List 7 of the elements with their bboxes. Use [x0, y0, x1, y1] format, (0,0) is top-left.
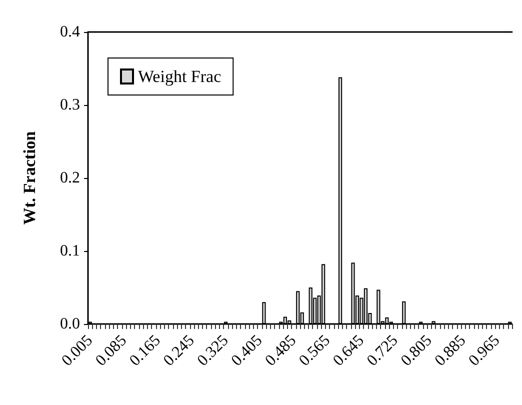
- legend-label: Weight Frac: [138, 67, 222, 86]
- y-tick-label: 0.3: [60, 96, 80, 114]
- y-tick-label: 0.0: [60, 316, 80, 332]
- y-tick-label: 0.2: [60, 170, 80, 186]
- y-tick-label: 0.1: [60, 242, 80, 260]
- y-axis-title: Wt. Fraction: [20, 130, 39, 225]
- y-tick-label: 0.4: [60, 24, 80, 40]
